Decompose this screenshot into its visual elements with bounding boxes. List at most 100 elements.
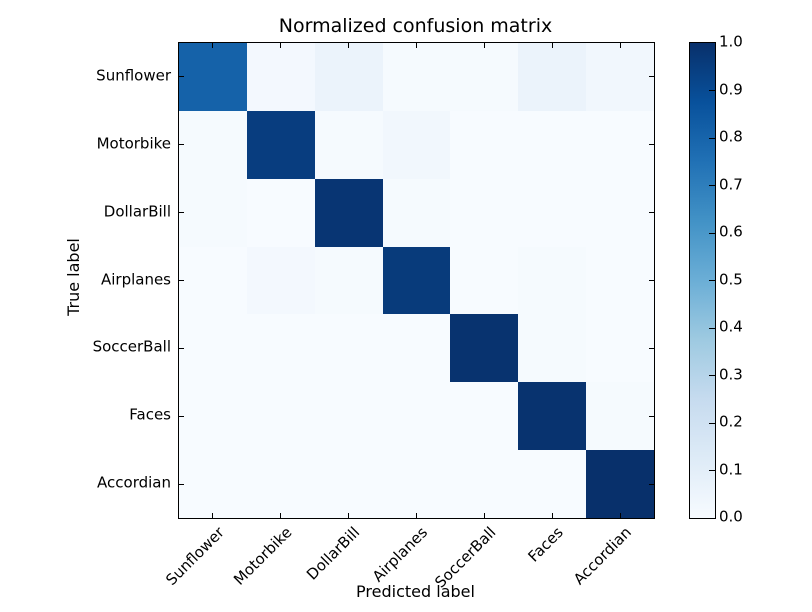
- y-tick-right: [649, 212, 654, 214]
- heatmap-cell: [314, 314, 383, 383]
- heatmap-cell: [382, 178, 451, 247]
- heatmap-cell: [586, 178, 654, 247]
- x-tick-bottom: [416, 513, 417, 518]
- x-tick-bottom: [619, 513, 621, 518]
- y-tick-left: [179, 144, 184, 146]
- y-tick-label: DollarBill: [103, 202, 171, 221]
- heatmap-cell: [246, 43, 315, 111]
- colorbar-tick-label: 0.5: [719, 270, 743, 288]
- heatmap-cell: [450, 382, 519, 451]
- x-tick-label: Airplanes: [369, 523, 432, 586]
- x-tick-label: Accordian: [570, 523, 636, 589]
- heatmap-cell: [518, 178, 587, 247]
- heatmap-cell: [382, 314, 451, 383]
- y-axis-label: True label: [64, 238, 83, 316]
- heatmap-cell: [246, 246, 315, 315]
- y-tick-label: Faces: [129, 405, 171, 424]
- heatmap-cell: [314, 43, 383, 111]
- colorbar-tick-label: 0.4: [719, 317, 743, 336]
- heatmap-cell: [518, 450, 587, 518]
- heatmap-cell: [586, 246, 654, 315]
- heatmap-cell: [314, 450, 383, 518]
- heatmap-cell: [450, 450, 519, 518]
- y-tick-right: [649, 280, 654, 281]
- x-tick-bottom: [280, 513, 282, 518]
- colorbar-tick: [709, 470, 715, 471]
- heatmap-cell: [382, 382, 451, 451]
- heatmap-cell: [179, 178, 247, 247]
- colorbar-tick-label: 0.6: [719, 222, 743, 241]
- heatmap-cell: [518, 43, 587, 111]
- colorbar-tick: [709, 90, 715, 91]
- colorbar-tick-label: 0.8: [719, 127, 743, 146]
- heatmap-cell: [450, 246, 519, 315]
- heatmap-cell: [314, 246, 383, 315]
- y-tick-label: Motorbike: [96, 134, 171, 153]
- heatmap-cell: [314, 382, 383, 451]
- heatmap-cell: [586, 450, 654, 518]
- x-tick-top: [483, 43, 485, 48]
- x-tick-label: Motorbike: [230, 523, 296, 589]
- heatmap-cell: [586, 382, 654, 451]
- y-tick-label: Accordian: [97, 473, 171, 492]
- x-tick-label: Faces: [525, 523, 568, 566]
- colorbar-tick: [709, 280, 715, 281]
- heatmap-cell: [246, 314, 315, 383]
- colorbar-tick: [709, 375, 715, 376]
- y-tick-left: [179, 415, 184, 417]
- heatmap-cell: [246, 178, 315, 247]
- x-tick-bottom: [348, 513, 350, 518]
- colorbar-tick-label: 0.2: [719, 412, 743, 431]
- heatmap-cell: [382, 43, 451, 111]
- x-tick-top: [619, 43, 621, 48]
- heatmap-axes: [178, 42, 655, 519]
- x-tick-top: [212, 43, 214, 48]
- heatmap-cell: [586, 110, 654, 179]
- y-tick-left: [179, 280, 184, 281]
- heatmap-cell: [246, 450, 315, 518]
- heatmap-cell: [518, 382, 587, 451]
- colorbar-tick: [709, 185, 715, 186]
- colorbar-tick: [709, 232, 715, 234]
- heatmap-cell: [179, 43, 247, 111]
- y-tick-left: [179, 347, 184, 349]
- heatmap-cell: [450, 43, 519, 111]
- heatmap-cell: [246, 110, 315, 179]
- y-tick-right: [649, 144, 654, 146]
- heatmap-cell: [179, 314, 247, 383]
- y-tick-label: Sunflower: [96, 66, 171, 85]
- x-tick-label: Sunflower: [162, 523, 228, 589]
- heatmap-cell: [586, 314, 654, 383]
- y-tick-label: Airplanes: [100, 270, 171, 288]
- heatmap-cell: [518, 246, 587, 315]
- y-tick-right: [649, 415, 654, 417]
- heatmap-cell: [382, 110, 451, 179]
- x-tick-top: [280, 43, 282, 48]
- heatmap-cell: [586, 43, 654, 111]
- colorbar-tick-label: 0.1: [719, 460, 743, 478]
- colorbar: [689, 42, 716, 519]
- x-tick-bottom: [483, 513, 485, 518]
- heatmap-cell: [179, 246, 247, 315]
- x-tick-top: [551, 43, 553, 48]
- heatmap-cell: [179, 382, 247, 451]
- heatmap-cell: [382, 450, 451, 518]
- heatmap-cell: [518, 314, 587, 383]
- x-tick-bottom: [551, 513, 553, 518]
- y-tick-right: [649, 76, 654, 78]
- colorbar-tick: [709, 422, 715, 424]
- y-tick-right: [649, 483, 654, 485]
- colorbar-tick-label: 0.9: [719, 80, 743, 98]
- heatmap-cell: [246, 382, 315, 451]
- heatmap-cell: [450, 110, 519, 179]
- y-tick-label: SoccerBall: [92, 337, 171, 356]
- x-tick-label: SoccerBall: [431, 523, 500, 592]
- x-tick-label: DollarBill: [303, 523, 364, 584]
- x-tick-top: [416, 43, 417, 48]
- heatmap-cell-grid: [179, 43, 654, 518]
- y-tick-left: [179, 483, 184, 485]
- heatmap-cell: [382, 246, 451, 315]
- heatmap-cell: [518, 110, 587, 179]
- colorbar-tick: [709, 137, 715, 139]
